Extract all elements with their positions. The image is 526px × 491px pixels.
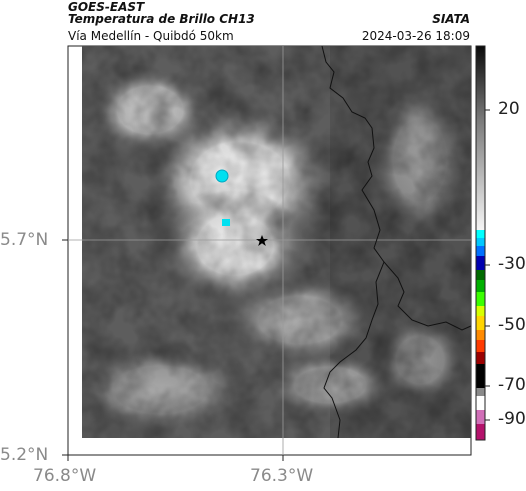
colorbar-label-20: 20 (498, 99, 520, 119)
y-tick-5-2n: 5.2°N (0, 445, 49, 465)
colorbar-label-minus-90: -90 (498, 409, 526, 429)
map-panel (62, 45, 472, 461)
y-tick-5-7n: 5.7°N (0, 230, 49, 250)
coastline (323, 261, 385, 439)
cold-cell-north (215, 169, 229, 183)
colorbar-label-minus-50: -50 (498, 315, 526, 335)
cold-cell-south (222, 219, 230, 226)
satellite-title: GOES-EAST (68, 0, 145, 14)
x-tick-76-3w: 76.3°W (250, 466, 314, 486)
x-tick-76-8w: 76.8°W (33, 466, 97, 486)
border-line (321, 45, 472, 331)
timestamp-label: 2024-03-26 18:09 (361, 29, 470, 43)
colorbar (475, 45, 490, 441)
reference-star-icon (256, 235, 268, 246)
brand-label: SIATA (432, 12, 470, 26)
region-subtitle: Vía Medellín - Quibdó 50km (68, 29, 234, 43)
colorbar-label-minus-70: -70 (498, 375, 526, 395)
product-title: Temperatura de Brillo CH13 (68, 12, 255, 26)
colorbar-label-minus-30: -30 (498, 254, 526, 274)
